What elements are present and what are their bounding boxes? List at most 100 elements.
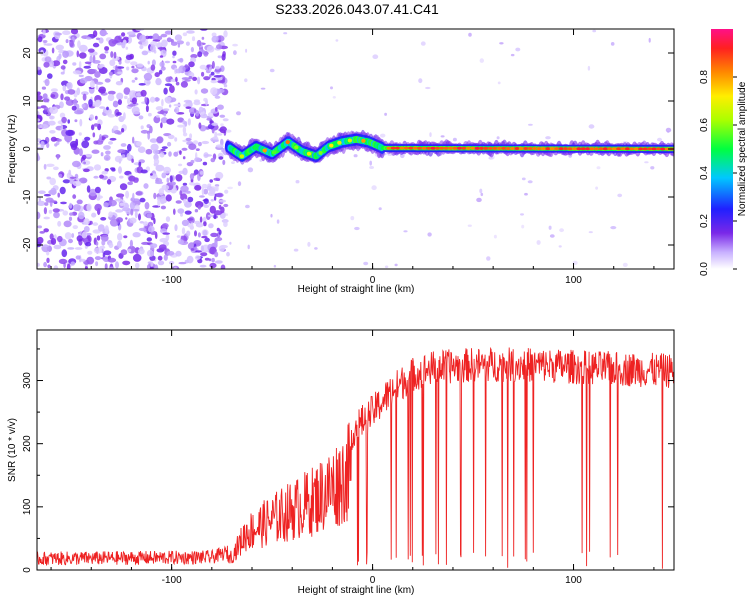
noise-blob bbox=[209, 187, 216, 195]
signal-peak bbox=[602, 147, 608, 151]
faint-blob bbox=[610, 226, 617, 230]
noise-blob bbox=[160, 228, 168, 234]
noise-blob bbox=[208, 258, 212, 262]
noise-blob bbox=[103, 145, 111, 150]
noise-blob bbox=[215, 260, 223, 264]
x-tick-label: -100 bbox=[162, 575, 182, 586]
noise-blob bbox=[198, 122, 202, 129]
noise-blob bbox=[138, 161, 142, 167]
noise-blob bbox=[186, 255, 194, 264]
noise-blob bbox=[149, 138, 158, 143]
noise-blob bbox=[60, 201, 67, 205]
signal-peak bbox=[549, 147, 555, 151]
noise-blob bbox=[148, 225, 155, 233]
faint-blob bbox=[468, 32, 472, 37]
noise-blob bbox=[118, 115, 125, 123]
signal-peak bbox=[361, 138, 366, 143]
noise-blob bbox=[108, 211, 113, 218]
snr-marks bbox=[37, 346, 674, 569]
noise-blob bbox=[125, 54, 133, 61]
noise-blob bbox=[223, 30, 228, 38]
faint-blob bbox=[332, 96, 336, 99]
noise-blob bbox=[162, 108, 170, 112]
noise-blob bbox=[218, 156, 224, 160]
faint-blob bbox=[403, 230, 408, 233]
noise-blob bbox=[153, 192, 157, 200]
noise-blob bbox=[139, 221, 144, 224]
noise-blob bbox=[203, 76, 211, 81]
noise-blob bbox=[43, 216, 50, 220]
faint-blob bbox=[227, 186, 234, 190]
noise-blob bbox=[69, 176, 77, 179]
noise-blob bbox=[131, 68, 139, 74]
noise-blob bbox=[46, 257, 50, 263]
noise-blob bbox=[123, 112, 126, 120]
faint-blob bbox=[247, 167, 254, 173]
noise-blob bbox=[116, 66, 125, 69]
faint-blob bbox=[269, 68, 275, 73]
noise-blob bbox=[109, 59, 116, 67]
noise-blob bbox=[147, 132, 151, 140]
signal-peak bbox=[620, 147, 626, 151]
noise-blob bbox=[174, 137, 178, 142]
noise-blob bbox=[215, 171, 224, 180]
noise-blob bbox=[173, 151, 179, 157]
noise-blob bbox=[157, 198, 161, 207]
noise-blob bbox=[74, 110, 83, 115]
noise-blob bbox=[104, 168, 109, 172]
noise-blob bbox=[179, 150, 182, 155]
signal-peak bbox=[532, 147, 537, 150]
noise-blob bbox=[219, 126, 227, 134]
noise-blob bbox=[180, 213, 183, 217]
y-tick-label: 0 bbox=[22, 567, 33, 573]
noise-blob bbox=[91, 124, 95, 131]
noise-blob bbox=[144, 202, 150, 210]
signal-peak bbox=[421, 146, 427, 150]
signal-peak bbox=[457, 146, 462, 150]
faint-blob bbox=[545, 136, 551, 140]
noise-blob bbox=[165, 234, 170, 242]
noise-blob bbox=[56, 154, 60, 160]
faint-blob bbox=[622, 262, 628, 267]
signal-peak bbox=[347, 138, 353, 143]
noise-blob bbox=[126, 152, 132, 160]
signal-peak bbox=[616, 147, 621, 151]
noise-blob bbox=[107, 114, 115, 118]
noise-blob bbox=[155, 164, 165, 172]
noise-blob bbox=[125, 190, 130, 199]
noise-blob bbox=[178, 261, 187, 265]
noise-blob bbox=[187, 118, 191, 126]
faint-blob bbox=[229, 241, 232, 245]
noise-blob bbox=[48, 120, 56, 126]
noise-blob bbox=[174, 106, 180, 114]
faint-blob bbox=[314, 247, 318, 250]
noise-blob bbox=[91, 212, 97, 218]
noise-blob bbox=[64, 96, 71, 101]
x-tick-label: 100 bbox=[565, 575, 582, 586]
noise-blob bbox=[77, 40, 81, 49]
noise-blob bbox=[214, 95, 221, 99]
noise-blob bbox=[165, 216, 171, 223]
noise-blob bbox=[106, 106, 109, 111]
noise-blob bbox=[69, 39, 74, 48]
faint-blob bbox=[499, 42, 504, 45]
noise-blob bbox=[74, 247, 83, 250]
signal-peak bbox=[439, 146, 445, 150]
noise-blob bbox=[223, 203, 229, 208]
noise-blob bbox=[135, 92, 142, 97]
noise-blob bbox=[43, 163, 47, 170]
noise-blob bbox=[197, 51, 203, 58]
noise-blob bbox=[99, 32, 109, 35]
faint-blob bbox=[384, 265, 389, 269]
noise-blob bbox=[107, 90, 116, 95]
noise-blob bbox=[196, 39, 202, 47]
noise-blob bbox=[199, 195, 205, 198]
noise-blob bbox=[49, 177, 56, 186]
noise-blob bbox=[208, 223, 214, 229]
noise-blob bbox=[211, 122, 218, 127]
noise-blob bbox=[149, 266, 154, 269]
noise-blob bbox=[172, 55, 175, 59]
faint-blob bbox=[369, 166, 374, 169]
signal-peak bbox=[567, 147, 573, 151]
noise-blob bbox=[194, 220, 201, 225]
